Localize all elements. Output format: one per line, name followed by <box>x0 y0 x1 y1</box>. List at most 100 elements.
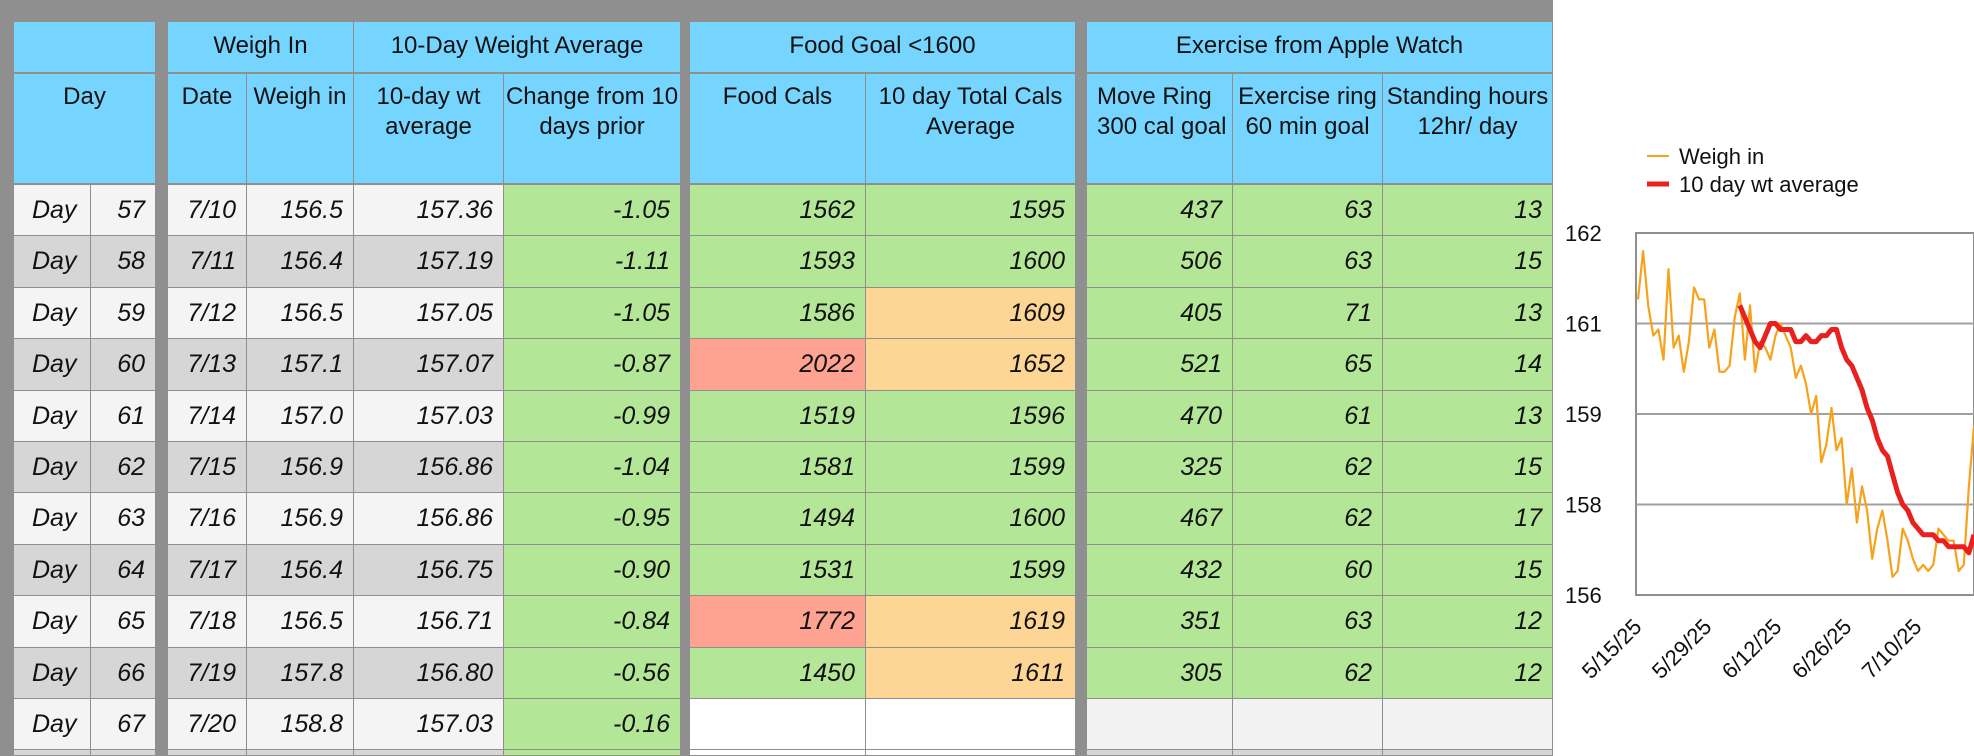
header-standing-hours[interactable]: Standing hours 12hr/ day <box>1383 74 1553 184</box>
header-exercise-group[interactable]: Exercise from Apple Watch <box>1087 22 1553 73</box>
cell-exercise-ring[interactable]: 62 <box>1233 493 1383 545</box>
cell-standing-hours[interactable]: 17 <box>1383 493 1553 545</box>
cell-weigh-in[interactable]: 156.5 <box>247 596 354 648</box>
cell-change[interactable]: -0.90 <box>504 545 681 596</box>
cell-exercise-ring[interactable]: 63 <box>1233 236 1383 288</box>
cell-weigh-in[interactable]: 156.5 <box>247 185 354 236</box>
cell-day-number[interactable]: 66 <box>91 648 156 699</box>
cell-10-day-total-cals[interactable] <box>866 699 1076 750</box>
header-10-day-avg-group[interactable]: 10-Day Weight Average <box>354 22 681 73</box>
cell-10-day-average[interactable]: 157.03 <box>354 699 504 750</box>
cell-day-number[interactable]: 63 <box>91 493 156 545</box>
cell-10-day-total-cals[interactable]: 1600 <box>866 493 1076 545</box>
cell-empty[interactable] <box>91 750 156 756</box>
cell-exercise-ring[interactable]: 71 <box>1233 288 1383 339</box>
cell-date[interactable]: 7/10 <box>168 185 247 236</box>
cell-day-number[interactable]: 67 <box>91 699 156 750</box>
cell-date[interactable]: 7/13 <box>168 339 247 391</box>
cell-change[interactable]: -0.95 <box>504 493 681 545</box>
cell-standing-hours[interactable]: 15 <box>1383 545 1553 596</box>
cell-weigh-in[interactable]: 156.5 <box>247 288 354 339</box>
header-date[interactable]: Date <box>168 74 247 184</box>
cell-10-day-average[interactable]: 156.75 <box>354 545 504 596</box>
cell-10-day-average[interactable]: 156.80 <box>354 648 504 699</box>
header-10-day-average[interactable]: 10-day wt average <box>354 74 504 184</box>
cell-date[interactable]: 7/16 <box>168 493 247 545</box>
cell-move-ring[interactable]: 506 <box>1087 236 1233 288</box>
cell-10-day-total-cals[interactable]: 1609 <box>866 288 1076 339</box>
cell-empty[interactable] <box>247 750 354 756</box>
cell-date[interactable]: 7/12 <box>168 288 247 339</box>
cell-food-cals[interactable]: 1593 <box>690 236 866 288</box>
cell-move-ring[interactable] <box>1087 699 1233 750</box>
cell-weigh-in[interactable]: 156.9 <box>247 493 354 545</box>
cell-weigh-in[interactable]: 157.0 <box>247 391 354 442</box>
cell-10-day-total-cals[interactable]: 1652 <box>866 339 1076 391</box>
cell-food-cals[interactable] <box>690 699 866 750</box>
cell-empty[interactable] <box>504 750 681 756</box>
header-change[interactable]: Change from 10 days prior <box>504 74 681 184</box>
cell-weigh-in[interactable]: 157.8 <box>247 648 354 699</box>
cell-change[interactable]: -1.05 <box>504 288 681 339</box>
cell-change[interactable]: -0.16 <box>504 699 681 750</box>
cell-10-day-average[interactable]: 157.07 <box>354 339 504 391</box>
cell-10-day-total-cals[interactable]: 1611 <box>866 648 1076 699</box>
cell-exercise-ring[interactable]: 65 <box>1233 339 1383 391</box>
header-weigh-in[interactable]: Weigh in <box>247 74 354 184</box>
cell-empty[interactable] <box>1233 750 1383 756</box>
cell-exercise-ring[interactable]: 60 <box>1233 545 1383 596</box>
cell-day-number[interactable]: 60 <box>91 339 156 391</box>
cell-date[interactable]: 7/14 <box>168 391 247 442</box>
cell-standing-hours[interactable]: 13 <box>1383 288 1553 339</box>
cell-exercise-ring[interactable]: 63 <box>1233 185 1383 236</box>
cell-food-cals[interactable]: 1494 <box>690 493 866 545</box>
cell-day-number[interactable]: 62 <box>91 442 156 493</box>
cell-weigh-in[interactable]: 158.8 <box>247 699 354 750</box>
cell-exercise-ring[interactable]: 63 <box>1233 596 1383 648</box>
cell-day-number[interactable]: 58 <box>91 236 156 288</box>
header-exercise-ring[interactable]: Exercise ring 60 min goal <box>1233 74 1383 184</box>
cell-change[interactable]: -0.99 <box>504 391 681 442</box>
cell-day-number[interactable]: 65 <box>91 596 156 648</box>
cell-weigh-in[interactable]: 156.4 <box>247 236 354 288</box>
cell-exercise-ring[interactable] <box>1233 699 1383 750</box>
cell-food-cals[interactable]: 1531 <box>690 545 866 596</box>
cell-10-day-average[interactable]: 157.36 <box>354 185 504 236</box>
cell-10-day-total-cals[interactable]: 1596 <box>866 391 1076 442</box>
cell-day-number[interactable]: 61 <box>91 391 156 442</box>
cell-move-ring[interactable]: 325 <box>1087 442 1233 493</box>
cell-day-number[interactable]: 57 <box>91 185 156 236</box>
cell-food-cals[interactable]: 1586 <box>690 288 866 339</box>
cell-date[interactable]: 7/17 <box>168 545 247 596</box>
cell-empty[interactable] <box>14 750 91 756</box>
cell-day-number[interactable]: 64 <box>91 545 156 596</box>
cell-date[interactable]: 7/15 <box>168 442 247 493</box>
cell-day-number[interactable]: 59 <box>91 288 156 339</box>
cell-10-day-total-cals[interactable]: 1595 <box>866 185 1076 236</box>
header-move-ring[interactable]: Move Ring 300 cal goal <box>1087 74 1233 184</box>
cell-standing-hours[interactable]: 14 <box>1383 339 1553 391</box>
cell-change[interactable]: -1.05 <box>504 185 681 236</box>
cell-standing-hours[interactable]: 15 <box>1383 236 1553 288</box>
cell-date[interactable]: 7/11 <box>168 236 247 288</box>
cell-standing-hours[interactable] <box>1383 699 1553 750</box>
cell-weigh-in[interactable]: 157.1 <box>247 339 354 391</box>
cell-food-cals[interactable]: 2022 <box>690 339 866 391</box>
cell-10-day-average[interactable]: 156.86 <box>354 493 504 545</box>
cell-exercise-ring[interactable]: 62 <box>1233 442 1383 493</box>
cell-move-ring[interactable]: 470 <box>1087 391 1233 442</box>
cell-empty[interactable] <box>690 750 866 756</box>
cell-move-ring[interactable]: 432 <box>1087 545 1233 596</box>
cell-standing-hours[interactable]: 15 <box>1383 442 1553 493</box>
cell-food-cals[interactable]: 1772 <box>690 596 866 648</box>
cell-10-day-total-cals[interactable]: 1619 <box>866 596 1076 648</box>
cell-date[interactable]: 7/20 <box>168 699 247 750</box>
cell-weigh-in[interactable]: 156.4 <box>247 545 354 596</box>
cell-change[interactable]: -0.56 <box>504 648 681 699</box>
cell-exercise-ring[interactable]: 62 <box>1233 648 1383 699</box>
cell-move-ring[interactable]: 521 <box>1087 339 1233 391</box>
cell-move-ring[interactable]: 351 <box>1087 596 1233 648</box>
cell-empty[interactable] <box>1383 750 1553 756</box>
cell-weigh-in[interactable]: 156.9 <box>247 442 354 493</box>
header-10-day-total-cals[interactable]: 10 day Total Cals Average <box>866 74 1076 184</box>
